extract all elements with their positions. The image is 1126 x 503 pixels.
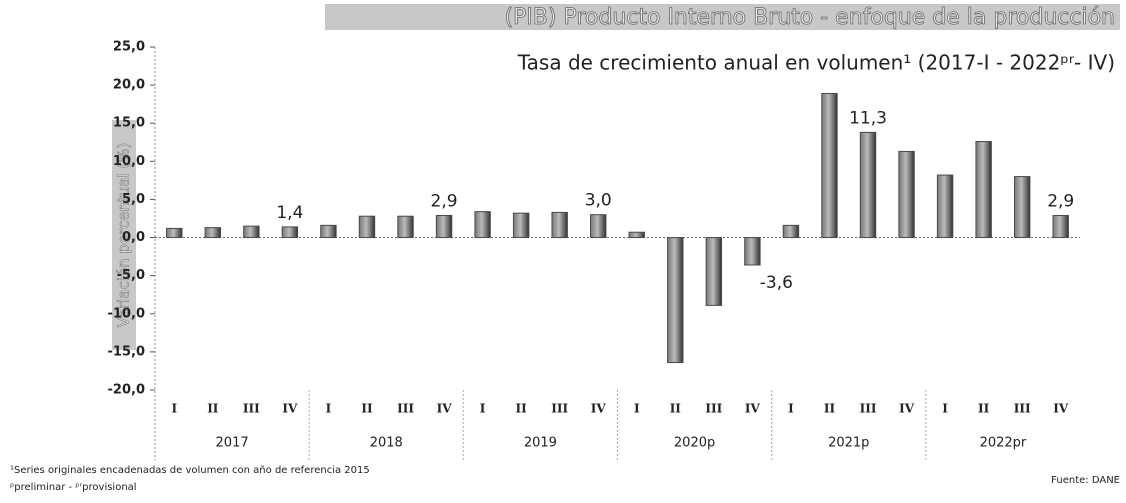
- bar: [204, 227, 222, 239]
- title-band: [325, 4, 1120, 30]
- x-group-label: 2021p: [828, 436, 869, 451]
- bar: [936, 174, 954, 239]
- data-label: 2,9: [1047, 191, 1074, 211]
- x-tick-label: I: [788, 402, 794, 416]
- chart-title: (PIB) Producto Interno Bruto - enfoque d…: [504, 5, 1115, 30]
- bar: [898, 150, 915, 239]
- data-label: 11,3: [849, 108, 887, 128]
- x-tick-label: II: [978, 402, 990, 416]
- x-tick-label: III: [1014, 402, 1031, 416]
- bar: [512, 212, 530, 239]
- bar: [551, 211, 568, 239]
- y-axis-label: Variación porcentual (%): [115, 143, 133, 328]
- x-tick-label: III: [705, 402, 722, 416]
- x-tick-label: IV: [591, 402, 607, 416]
- x-tick-label: II: [207, 402, 219, 416]
- x-tick-label: I: [326, 402, 332, 416]
- y-label-band: [112, 120, 136, 350]
- bar: [358, 215, 376, 239]
- x-group-label: 2022pr: [980, 436, 1027, 451]
- y-tick-label: -10,0: [108, 306, 145, 321]
- y-tick-label: 10,0: [113, 154, 145, 169]
- bar: [975, 141, 992, 239]
- bar: [474, 211, 491, 239]
- x-tick-label: I: [942, 402, 948, 416]
- x-group-label: 2019: [524, 436, 557, 451]
- x-group-label: 2018: [370, 436, 403, 451]
- x-tick-label: IV: [899, 402, 915, 416]
- x-tick-label: III: [551, 402, 568, 416]
- x-tick-label: II: [516, 402, 528, 416]
- bar: [166, 227, 183, 239]
- x-tick-label: IV: [745, 402, 761, 416]
- x-tick-label: III: [397, 402, 414, 416]
- footnote: ¹Series originales encadenadas de volume…: [10, 465, 370, 476]
- y-tick-label: 5,0: [122, 192, 145, 207]
- x-tick-label: I: [171, 402, 177, 416]
- x-tick-label: II: [824, 402, 836, 416]
- x-group-label: 2017: [216, 436, 249, 451]
- bar: [667, 237, 684, 364]
- data-label: 2,9: [431, 191, 458, 211]
- x-tick-label: III: [243, 402, 260, 416]
- bar: [705, 237, 723, 306]
- bar: [859, 131, 877, 239]
- bar: [320, 224, 337, 239]
- y-tick-label: 20,0: [113, 78, 145, 93]
- x-tick-label: IV: [1053, 402, 1069, 416]
- bar: [1052, 214, 1069, 239]
- x-tick-label: I: [480, 402, 486, 416]
- x-group-label: 2020p: [674, 436, 715, 451]
- source: Fuente: DANE: [1051, 475, 1120, 486]
- bar: [1013, 176, 1031, 239]
- bar: [628, 231, 645, 239]
- data-label: -3,6: [760, 273, 793, 293]
- x-tick-label: I: [634, 402, 640, 416]
- bar: [281, 226, 299, 239]
- x-tick-label: II: [361, 402, 373, 416]
- bar: [821, 92, 838, 239]
- chart-subtitle: Tasa de crecimiento anual en volumen¹ (2…: [517, 51, 1115, 75]
- y-tick-label: -20,0: [108, 383, 145, 398]
- y-tick-label: 15,0: [113, 116, 145, 131]
- bar: [435, 214, 453, 239]
- y-tick-label: 25,0: [113, 40, 145, 55]
- y-tick-label: 0,0: [122, 230, 145, 245]
- y-tick-label: -5,0: [117, 268, 145, 283]
- bar: [397, 215, 414, 239]
- bar: [744, 237, 761, 266]
- x-tick-label: IV: [282, 402, 298, 416]
- y-tick-label: -15,0: [108, 344, 145, 359]
- bar: [782, 224, 800, 239]
- data-label: 1,4: [276, 203, 303, 223]
- x-tick-label: III: [860, 402, 877, 416]
- data-label: 3,0: [585, 191, 612, 211]
- x-tick-label: II: [670, 402, 682, 416]
- x-tick-label: IV: [437, 402, 453, 416]
- bar: [243, 225, 260, 239]
- footnote: ᵖpreliminar - ᵖʳprovisional: [10, 482, 137, 493]
- bar: [590, 214, 607, 239]
